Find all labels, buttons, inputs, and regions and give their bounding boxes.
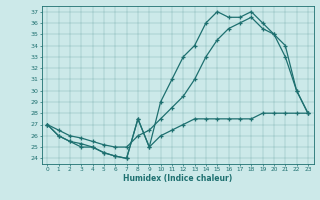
- X-axis label: Humidex (Indice chaleur): Humidex (Indice chaleur): [123, 174, 232, 183]
